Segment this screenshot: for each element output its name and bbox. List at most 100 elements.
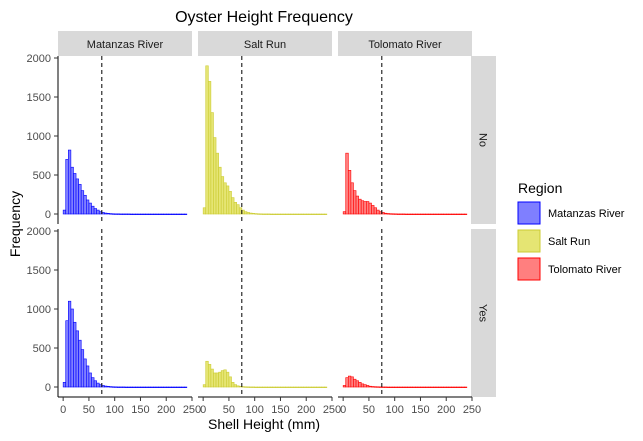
histogram-bar <box>415 213 419 215</box>
histogram-bar <box>409 386 414 388</box>
histogram-bar <box>407 213 411 215</box>
legend-title: Region <box>518 180 562 196</box>
histogram-bar <box>262 213 266 215</box>
histogram-bar <box>160 213 164 215</box>
histogram-bar <box>213 372 217 388</box>
histogram-bar <box>83 194 87 215</box>
panel-salt-run-no <box>202 56 328 224</box>
x-tick-label: 0 <box>200 404 206 416</box>
histogram-bar <box>305 386 310 388</box>
histogram-bar <box>295 213 299 215</box>
histogram-bar <box>111 213 115 215</box>
histogram-bar <box>91 205 95 215</box>
histogram-bar <box>80 190 85 215</box>
histogram-bar <box>430 213 434 215</box>
histogram-bar <box>215 372 219 388</box>
histogram-bar <box>178 213 182 215</box>
histogram-bar <box>453 213 457 215</box>
histogram-bar <box>183 386 188 388</box>
histogram-bar <box>140 213 144 215</box>
histogram-bar <box>318 213 322 215</box>
histogram-bar <box>318 386 322 388</box>
x-tick-label: 100 <box>386 404 404 416</box>
x-tick-label: 100 <box>106 404 124 416</box>
histogram-bar <box>205 65 209 215</box>
y-tick-label: 1000 <box>27 131 51 143</box>
histogram-bar <box>311 386 315 388</box>
histogram-bar <box>445 213 450 215</box>
histogram-bar <box>463 213 468 215</box>
histogram-bar <box>422 386 426 388</box>
histogram-bar <box>308 213 312 215</box>
y-tick-label: 500 <box>33 170 51 182</box>
histogram-bar <box>127 386 131 388</box>
histogram-bar <box>404 386 408 388</box>
histogram-bar <box>371 205 375 215</box>
x-tick-label: 200 <box>157 404 175 416</box>
histogram-bar <box>218 371 222 388</box>
y-tick-label: 2000 <box>27 226 51 238</box>
histogram-bar <box>171 213 175 215</box>
histogram-bar <box>236 204 240 215</box>
legend-label-matanzas-river: Matanzas River <box>548 208 625 220</box>
histogram-bar <box>213 137 217 215</box>
legend-label-tolomato-river: Tolomato River <box>548 264 622 276</box>
histogram-bar <box>127 213 131 215</box>
y-tick-label: 2000 <box>27 53 51 65</box>
y-tick-label: 0 <box>45 382 51 394</box>
facet-strip-tolomato-river <box>338 31 472 56</box>
histogram-bar <box>171 386 175 388</box>
histogram-bar <box>176 386 180 388</box>
histogram-bar <box>137 213 141 215</box>
histogram-bar <box>140 386 144 388</box>
histogram-bar <box>409 213 414 215</box>
histogram-bar <box>396 213 401 215</box>
histogram-bar <box>223 369 227 388</box>
histogram-bar <box>208 81 212 215</box>
histogram-bar <box>262 386 266 388</box>
histogram-bar <box>456 213 460 215</box>
histogram-bar <box>178 386 182 388</box>
histogram-bar <box>425 213 429 215</box>
histogram-bar <box>440 386 444 388</box>
histogram-bar <box>448 213 452 215</box>
histogram-bar <box>163 213 167 215</box>
histogram-bar <box>220 176 225 215</box>
histogram-bar <box>285 386 289 388</box>
histogram-bar <box>295 386 299 388</box>
histogram-bar <box>280 213 284 215</box>
histogram-bar <box>75 178 79 215</box>
histogram-bar <box>451 213 455 215</box>
histogram-bar <box>345 377 349 388</box>
x-tick-label: 200 <box>297 404 315 416</box>
histogram-bar <box>417 386 421 388</box>
histogram-bar <box>228 376 232 388</box>
histogram-bar <box>153 213 157 215</box>
histogram-bar <box>316 213 320 215</box>
histogram-bar <box>65 320 69 388</box>
histogram-bar <box>350 376 354 388</box>
chart-title: Oyster Height Frequency <box>175 9 353 26</box>
histogram-bar <box>355 380 359 388</box>
histogram-bar <box>345 152 349 215</box>
histogram-bar <box>427 213 432 215</box>
panel-tolomato-river-no <box>342 56 468 224</box>
histogram-bar <box>386 213 390 215</box>
histogram-bar <box>246 386 250 388</box>
histogram-bar <box>78 339 82 388</box>
histogram-bar <box>205 360 209 388</box>
histogram-bar <box>116 213 121 215</box>
histogram-bar <box>275 386 279 388</box>
histogram-bar <box>389 386 393 388</box>
facet-strip-label-salt-run: Salt Run <box>244 39 286 51</box>
histogram-bar <box>246 212 250 215</box>
histogram-bar <box>277 386 281 388</box>
histogram-bar <box>254 213 258 215</box>
histogram-bar <box>114 213 118 215</box>
histogram-bar <box>458 213 462 215</box>
histogram-bar <box>145 213 149 215</box>
histogram-bar <box>402 386 406 388</box>
histogram-bar <box>458 386 462 388</box>
histogram-bar <box>321 386 325 388</box>
